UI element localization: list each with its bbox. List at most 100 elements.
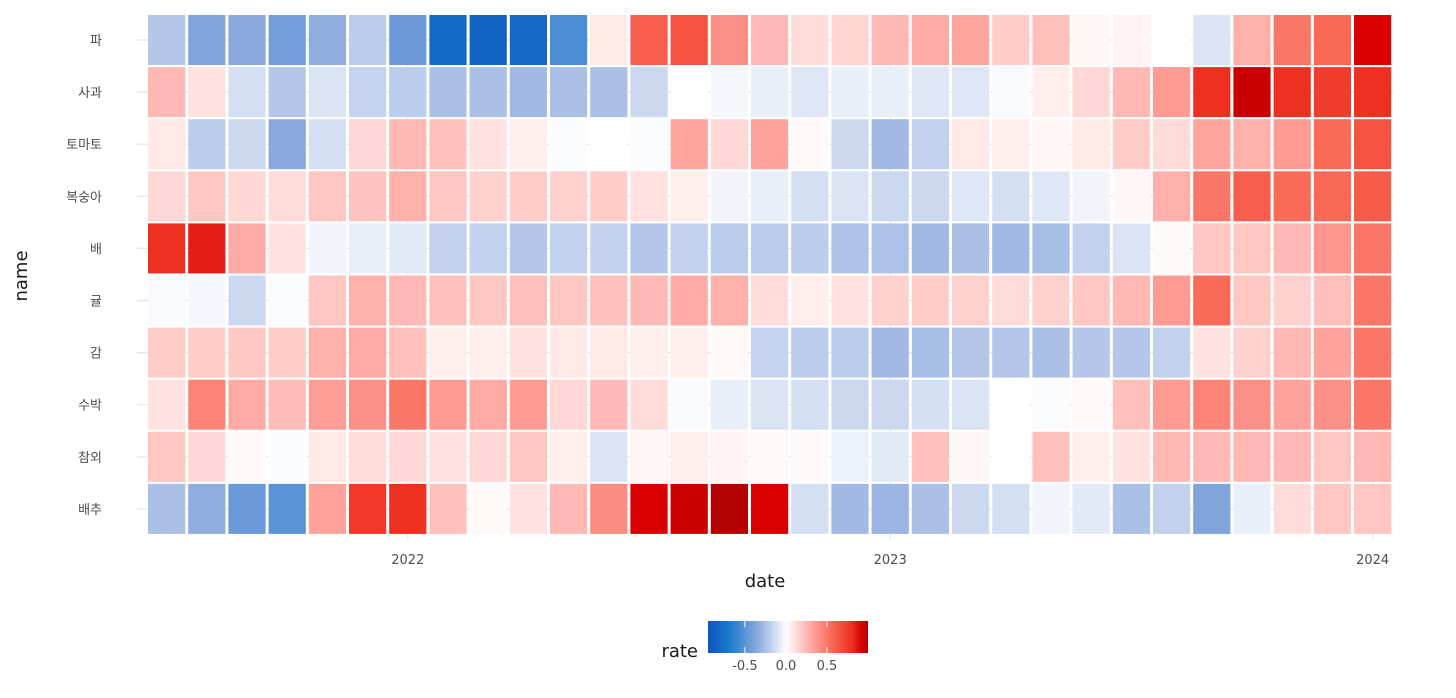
- heatmap-cell: [349, 171, 387, 222]
- heatmap-cell: [871, 15, 909, 65]
- heatmap-cell: [1273, 119, 1311, 170]
- heatmap-cell: [469, 431, 507, 482]
- heatmap-cell: [590, 275, 628, 326]
- heatmap-cell: [268, 431, 306, 482]
- heatmap-cell: [1233, 483, 1271, 534]
- heatmap-cell: [1112, 275, 1150, 326]
- heatmap-cell: [1072, 171, 1110, 222]
- heatmap-cell: [911, 15, 949, 65]
- y-tick-label: 배추: [78, 503, 102, 518]
- heatmap-cell: [751, 171, 789, 222]
- heatmap-cell: [469, 119, 507, 170]
- colorbar-tick-label: 0.5: [817, 659, 838, 674]
- heatmap-cell: [670, 119, 708, 170]
- heatmap-cell: [469, 275, 507, 326]
- heatmap-cell: [710, 223, 748, 274]
- x-tick-label: 2024: [1356, 553, 1389, 568]
- heatmap-cell: [148, 431, 186, 482]
- heatmap-cell: [670, 275, 708, 326]
- heatmap-cell: [911, 327, 949, 378]
- heatmap-cell: [630, 327, 668, 378]
- heatmap-cell: [1233, 223, 1271, 274]
- heatmap-cell: [871, 171, 909, 222]
- heatmap-cell: [710, 67, 748, 118]
- heatmap-cell: [308, 483, 346, 534]
- heatmap-cell: [509, 327, 547, 378]
- heatmap-cell: [268, 119, 306, 170]
- y-tick-label: 토마토: [66, 138, 102, 153]
- heatmap-cell: [1112, 431, 1150, 482]
- y-tick-label: 복숭아: [66, 190, 102, 205]
- heatmap-cell: [1313, 431, 1351, 482]
- heatmap-cell: [1112, 223, 1150, 274]
- heatmap-cell: [188, 223, 226, 274]
- heatmap-cell: [670, 327, 708, 378]
- heatmap-cell: [308, 171, 346, 222]
- heatmap-cell: [469, 379, 507, 430]
- heatmap-cell: [831, 379, 869, 430]
- heatmap-cell: [670, 483, 708, 534]
- heatmap-cell: [550, 223, 588, 274]
- heatmap-cell: [992, 483, 1030, 534]
- heatmap-cell: [349, 223, 387, 274]
- heatmap-cell: [1354, 431, 1392, 482]
- heatmap-cell: [389, 223, 427, 274]
- heatmap-cell: [268, 327, 306, 378]
- heatmap-cell: [550, 483, 588, 534]
- heatmap-cell: [389, 67, 427, 118]
- colorbar-ticks: -0.5 0.0 0.5: [732, 621, 837, 674]
- heatmap-cell: [751, 483, 789, 534]
- heatmap-cell: [550, 15, 588, 65]
- heatmap-cell: [1313, 223, 1351, 274]
- heatmap-cell: [831, 15, 869, 65]
- heatmap-cell: [349, 67, 387, 118]
- heatmap-cell: [1153, 275, 1191, 326]
- heatmap-cell: [1193, 379, 1231, 430]
- heatmap-cell: [791, 275, 829, 326]
- heatmap-cell: [1354, 67, 1392, 118]
- heatmap-cell: [1032, 223, 1070, 274]
- heatmap-cell: [389, 483, 427, 534]
- colorbar: [708, 621, 868, 653]
- heatmap-cell: [1233, 15, 1271, 65]
- heatmap-cell: [148, 327, 186, 378]
- y-tick-label: 수박: [78, 399, 102, 414]
- heatmap-cell: [429, 171, 467, 222]
- heatmap-cell: [228, 275, 266, 326]
- heatmap-cell: [268, 275, 306, 326]
- heatmap-cell: [469, 15, 507, 65]
- heatmap-cell: [308, 119, 346, 170]
- heatmap-cell: [992, 379, 1030, 430]
- heatmap-cell: [228, 119, 266, 170]
- heatmap-cell: [831, 483, 869, 534]
- heatmap-cell: [670, 431, 708, 482]
- heatmap-cell: [308, 431, 346, 482]
- heatmap-cells: [148, 15, 1392, 534]
- heatmap-cell: [509, 223, 547, 274]
- heatmap-cell: [509, 275, 547, 326]
- heatmap-cell: [1032, 379, 1070, 430]
- heatmap-cell: [831, 327, 869, 378]
- heatmap-cell: [791, 327, 829, 378]
- heatmap-cell: [1313, 15, 1351, 65]
- heatmap-cell: [509, 15, 547, 65]
- heatmap-cell: [1153, 483, 1191, 534]
- heatmap-cell: [630, 119, 668, 170]
- heatmap-cell: [1273, 379, 1311, 430]
- y-tick-label: 참외: [78, 451, 102, 466]
- x-tick-label: 2022: [391, 553, 424, 568]
- heatmap-cell: [1354, 223, 1392, 274]
- heatmap-cell: [1273, 67, 1311, 118]
- colorbar-tick-label: 0.0: [776, 659, 797, 674]
- heatmap-cell: [1112, 483, 1150, 534]
- heatmap-cell: [469, 327, 507, 378]
- heatmap-cell: [188, 67, 226, 118]
- heatmap-cell: [710, 275, 748, 326]
- heatmap-cell: [1153, 15, 1191, 65]
- heatmap-cell: [429, 327, 467, 378]
- heatmap-cell: [509, 171, 547, 222]
- heatmap-cell: [148, 483, 186, 534]
- heatmap-cell: [389, 275, 427, 326]
- heatmap-cell: [1032, 483, 1070, 534]
- heatmap-cell: [308, 327, 346, 378]
